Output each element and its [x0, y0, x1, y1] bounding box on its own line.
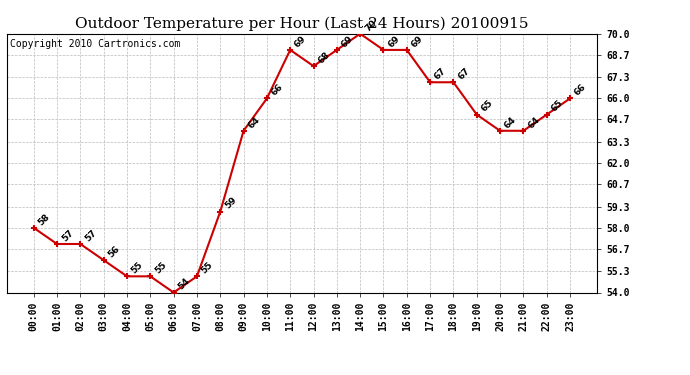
Text: 64: 64	[503, 115, 518, 130]
Text: 54: 54	[177, 276, 192, 292]
Text: 55: 55	[153, 260, 168, 276]
Text: 58: 58	[37, 212, 52, 227]
Text: 56: 56	[106, 244, 121, 260]
Text: 57: 57	[60, 228, 75, 243]
Text: 69: 69	[339, 34, 355, 49]
Text: 69: 69	[386, 34, 402, 49]
Text: 55: 55	[199, 260, 215, 276]
Text: 59: 59	[223, 196, 238, 211]
Text: 70: 70	[363, 18, 378, 33]
Text: 66: 66	[270, 82, 285, 98]
Text: 57: 57	[83, 228, 99, 243]
Text: 69: 69	[410, 34, 425, 49]
Text: 69: 69	[293, 34, 308, 49]
Text: 67: 67	[433, 66, 448, 81]
Text: 68: 68	[316, 50, 331, 65]
Text: 64: 64	[526, 115, 542, 130]
Text: 67: 67	[456, 66, 471, 81]
Text: 66: 66	[573, 82, 588, 98]
Text: 64: 64	[246, 115, 262, 130]
Text: 65: 65	[549, 99, 564, 114]
Text: 65: 65	[480, 99, 495, 114]
Text: 55: 55	[130, 260, 145, 276]
Text: Copyright 2010 Cartronics.com: Copyright 2010 Cartronics.com	[10, 39, 180, 49]
Title: Outdoor Temperature per Hour (Last 24 Hours) 20100915: Outdoor Temperature per Hour (Last 24 Ho…	[75, 17, 529, 31]
